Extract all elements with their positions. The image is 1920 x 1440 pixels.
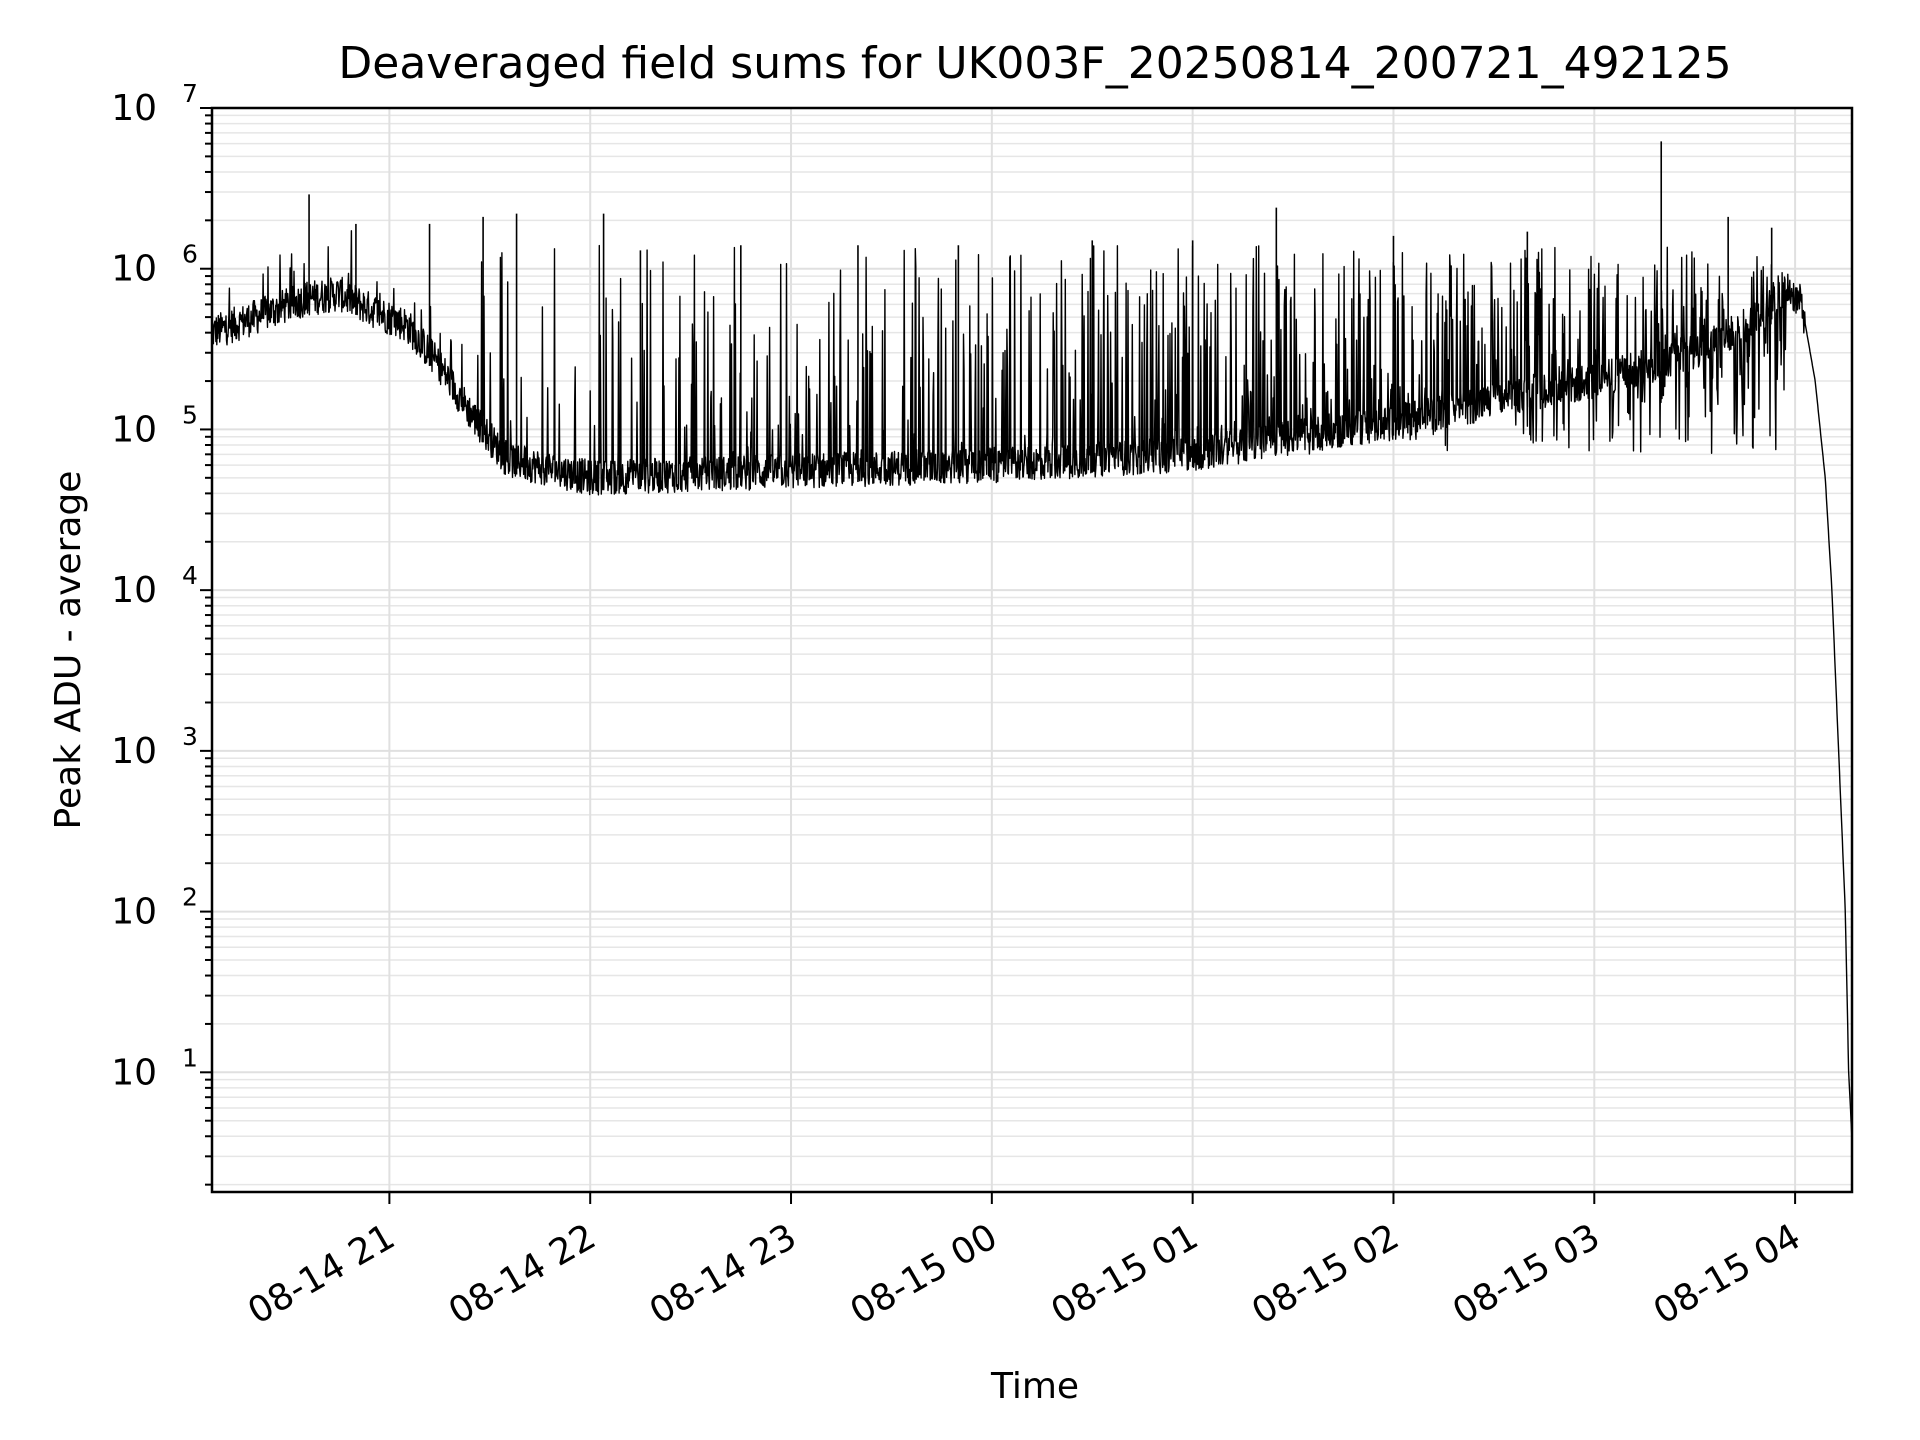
plot-area bbox=[211, 141, 1853, 1140]
y-tick-exponent: 1 bbox=[182, 1043, 198, 1072]
y-tick-exponent: 4 bbox=[182, 561, 198, 590]
plot-frame bbox=[210, 106, 1854, 1194]
y-tick-label: 10 6 bbox=[111, 240, 198, 290]
x-axis-label: Time bbox=[990, 1366, 1079, 1407]
y-tick-exponent: 3 bbox=[182, 722, 198, 751]
y-tick-exponent: 2 bbox=[182, 883, 198, 912]
series-line bbox=[211, 230, 1853, 1140]
chart-title: Deaveraged field sums for UK003F_2025081… bbox=[338, 38, 1731, 89]
y-tick-exponent: 6 bbox=[182, 240, 198, 269]
y-tick-exponent: 7 bbox=[182, 79, 198, 108]
y-tick-exponent: 5 bbox=[182, 400, 198, 429]
y-axis-label: Peak ADU - average bbox=[48, 471, 89, 830]
y-tick-label: 10 2 bbox=[111, 883, 198, 933]
